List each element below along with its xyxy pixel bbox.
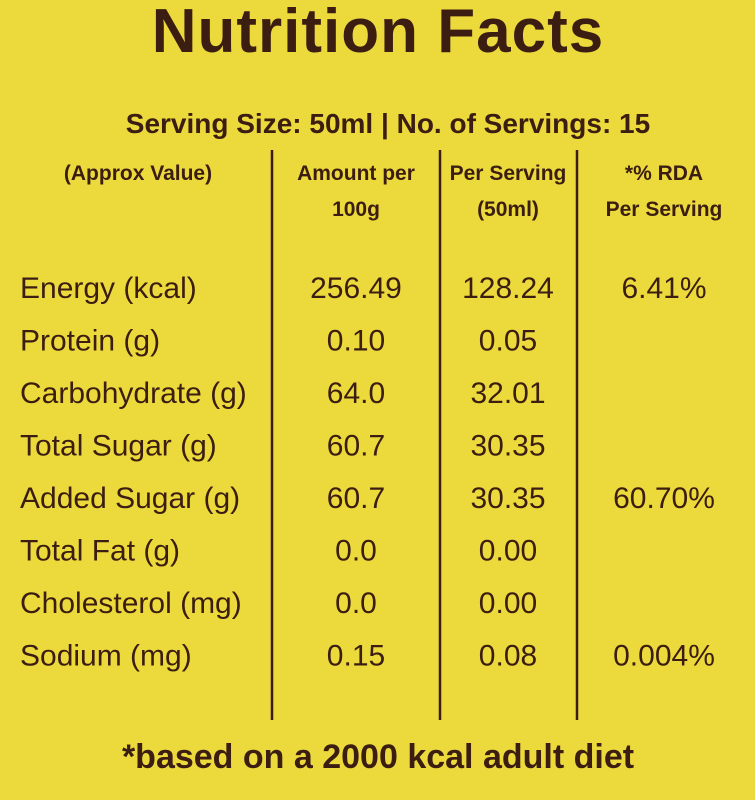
nutrient-value: 0.10 <box>327 325 385 358</box>
column-header: Per Serving <box>606 198 723 221</box>
nutrient-value: 256.49 <box>310 272 402 305</box>
serving-info: Serving Size: 50ml | No. of Servings: 15 <box>126 108 650 139</box>
nutrient-value: 0.15 <box>327 640 385 673</box>
column-header: Per Serving <box>450 162 567 185</box>
column-header: *% RDA <box>625 162 703 185</box>
nutrient-value: 0.00 <box>479 587 537 620</box>
nutrient-value: 32.01 <box>470 377 545 410</box>
nutrient-value: 6.41% <box>621 272 706 305</box>
nutrient-name: Protein (g) <box>20 325 160 358</box>
column-header: (50ml) <box>477 198 539 221</box>
title: Nutrition Facts <box>152 0 604 66</box>
nutrient-value: 0.00 <box>479 535 537 568</box>
nutrient-value: 0.08 <box>479 640 537 673</box>
nutrient-value: 128.24 <box>462 272 554 305</box>
nutrient-value: 0.004% <box>613 640 715 673</box>
nutrient-name: Carbohydrate (g) <box>20 377 247 410</box>
nutrient-value: 0.05 <box>479 325 537 358</box>
column-header: 100g <box>332 198 380 221</box>
nutrient-value: 60.7 <box>327 430 385 463</box>
nutrient-value: 0.0 <box>335 535 377 568</box>
nutrient-name: Cholesterol (mg) <box>20 587 242 620</box>
column-header: (Approx Value) <box>64 162 212 185</box>
nutrient-name: Total Fat (g) <box>20 535 180 568</box>
nutrient-value: 30.35 <box>470 482 545 515</box>
nutrient-value: 60.7 <box>327 482 385 515</box>
nutrient-name: Energy (kcal) <box>20 272 197 305</box>
nutrient-value: 60.70% <box>613 482 715 515</box>
nutrient-name: Added Sugar (g) <box>20 482 240 515</box>
nutrient-value: 64.0 <box>327 377 385 410</box>
nutrient-value: 30.35 <box>470 430 545 463</box>
column-header: Amount per <box>297 162 415 185</box>
nutrient-name: Total Sugar (g) <box>20 430 217 463</box>
nutrient-value: 0.0 <box>335 587 377 620</box>
footnote: *based on a 2000 kcal adult diet <box>122 738 634 776</box>
nutrient-name: Sodium (mg) <box>20 640 192 673</box>
